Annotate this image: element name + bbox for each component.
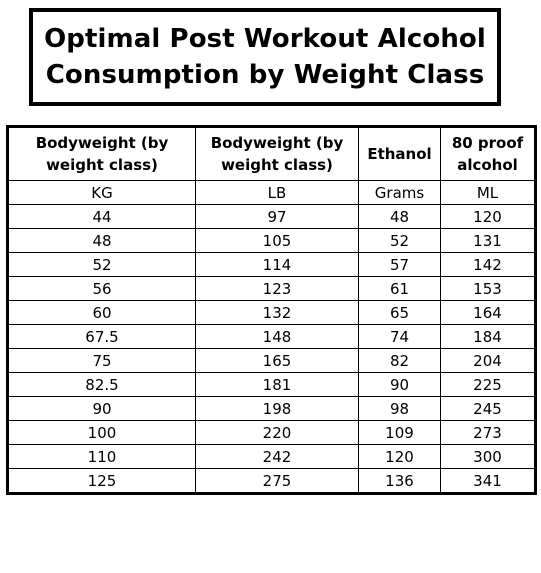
title-box: Optimal Post Workout Alcohol Consumption… [29, 8, 501, 106]
table-header-row: Bodyweight (by weight class) Bodyweight … [7, 126, 536, 181]
ethanol-grams-cell: 90 [358, 372, 441, 397]
table-row: 90 198 98 245 [7, 396, 536, 421]
unit-kg: KG [7, 180, 196, 205]
ethanol-grams-cell: 57 [358, 252, 441, 277]
kg-cell: 82.5 [7, 372, 196, 397]
alcohol-ml-cell: 245 [440, 396, 536, 421]
header-bodyweight-lb: Bodyweight (by weight class) [195, 126, 359, 181]
table-units-row: KG LB Grams ML [7, 180, 536, 205]
title-line-2: Consumption by Weight Class [45, 60, 485, 90]
kg-cell: 56 [7, 276, 196, 301]
ethanol-grams-cell: 120 [358, 444, 441, 469]
alcohol-ml-cell: 300 [440, 444, 536, 469]
lb-cell: 220 [195, 420, 359, 445]
header-bodyweight-lb-line1: Bodyweight (by [210, 134, 344, 152]
header-bodyweight-lb-line2: weight class) [221, 156, 333, 174]
kg-cell: 90 [7, 396, 196, 421]
lb-cell: 105 [195, 228, 359, 253]
title-line-1: Optimal Post Workout Alcohol [44, 24, 486, 54]
header-80-proof-alcohol: 80 proof alcohol [440, 126, 536, 181]
ethanol-grams-cell: 65 [358, 300, 441, 325]
alcohol-ml-cell: 225 [440, 372, 536, 397]
unit-grams: Grams [358, 180, 441, 205]
table-row: 67.5 148 74 184 [7, 324, 536, 349]
lb-cell: 97 [195, 204, 359, 229]
alcohol-ml-cell: 131 [440, 228, 536, 253]
lb-cell: 181 [195, 372, 359, 397]
table-row: 110 242 120 300 [7, 444, 536, 469]
table-body: 44 97 48 120 48 105 52 131 52 114 57 142 56 123 61 153 6… [7, 204, 536, 494]
header-80-proof-line2: alcohol [457, 156, 518, 174]
lb-cell: 148 [195, 324, 359, 349]
table-row: 125 275 136 341 [7, 468, 536, 494]
ethanol-grams-cell: 82 [358, 348, 441, 373]
alcohol-ml-cell: 204 [440, 348, 536, 373]
ethanol-grams-cell: 136 [358, 468, 441, 494]
kg-cell: 125 [7, 468, 196, 494]
table-row: 82.5 181 90 225 [7, 372, 536, 397]
lb-cell: 132 [195, 300, 359, 325]
header-bodyweight-kg-line2: weight class) [46, 156, 158, 174]
kg-cell: 110 [7, 444, 196, 469]
lb-cell: 123 [195, 276, 359, 301]
header-bodyweight-kg: Bodyweight (by weight class) [7, 126, 196, 181]
kg-cell: 44 [7, 204, 196, 229]
table-row: 100 220 109 273 [7, 420, 536, 445]
ethanol-grams-cell: 98 [358, 396, 441, 421]
header-80-proof-line1: 80 proof [451, 134, 524, 152]
alcohol-ml-cell: 273 [440, 420, 536, 445]
header-ethanol-line1: Ethanol [367, 145, 432, 163]
alcohol-ml-cell: 341 [440, 468, 536, 494]
lb-cell: 198 [195, 396, 359, 421]
unit-lb: LB [195, 180, 359, 205]
lb-cell: 114 [195, 252, 359, 277]
kg-cell: 48 [7, 228, 196, 253]
alcohol-ml-cell: 184 [440, 324, 536, 349]
lb-cell: 165 [195, 348, 359, 373]
header-ethanol: Ethanol [358, 126, 441, 181]
kg-cell: 52 [7, 252, 196, 277]
table-row: 52 114 57 142 [7, 252, 536, 277]
unit-ml: ML [440, 180, 536, 205]
kg-cell: 67.5 [7, 324, 196, 349]
ethanol-grams-cell: 109 [358, 420, 441, 445]
lb-cell: 275 [195, 468, 359, 494]
alcohol-ml-cell: 142 [440, 252, 536, 277]
kg-cell: 100 [7, 420, 196, 445]
ethanol-grams-cell: 61 [358, 276, 441, 301]
table-row: 44 97 48 120 [7, 204, 536, 229]
table-row: 75 165 82 204 [7, 348, 536, 373]
table-row: 48 105 52 131 [7, 228, 536, 253]
header-bodyweight-kg-line1: Bodyweight (by [35, 134, 169, 152]
ethanol-grams-cell: 48 [358, 204, 441, 229]
kg-cell: 75 [7, 348, 196, 373]
weight-class-table: Bodyweight (by weight class) Bodyweight … [6, 125, 537, 495]
ethanol-grams-cell: 74 [358, 324, 441, 349]
kg-cell: 60 [7, 300, 196, 325]
ethanol-grams-cell: 52 [358, 228, 441, 253]
table-row: 60 132 65 164 [7, 300, 536, 325]
table-row: 56 123 61 153 [7, 276, 536, 301]
alcohol-ml-cell: 164 [440, 300, 536, 325]
alcohol-ml-cell: 153 [440, 276, 536, 301]
alcohol-ml-cell: 120 [440, 204, 536, 229]
lb-cell: 242 [195, 444, 359, 469]
